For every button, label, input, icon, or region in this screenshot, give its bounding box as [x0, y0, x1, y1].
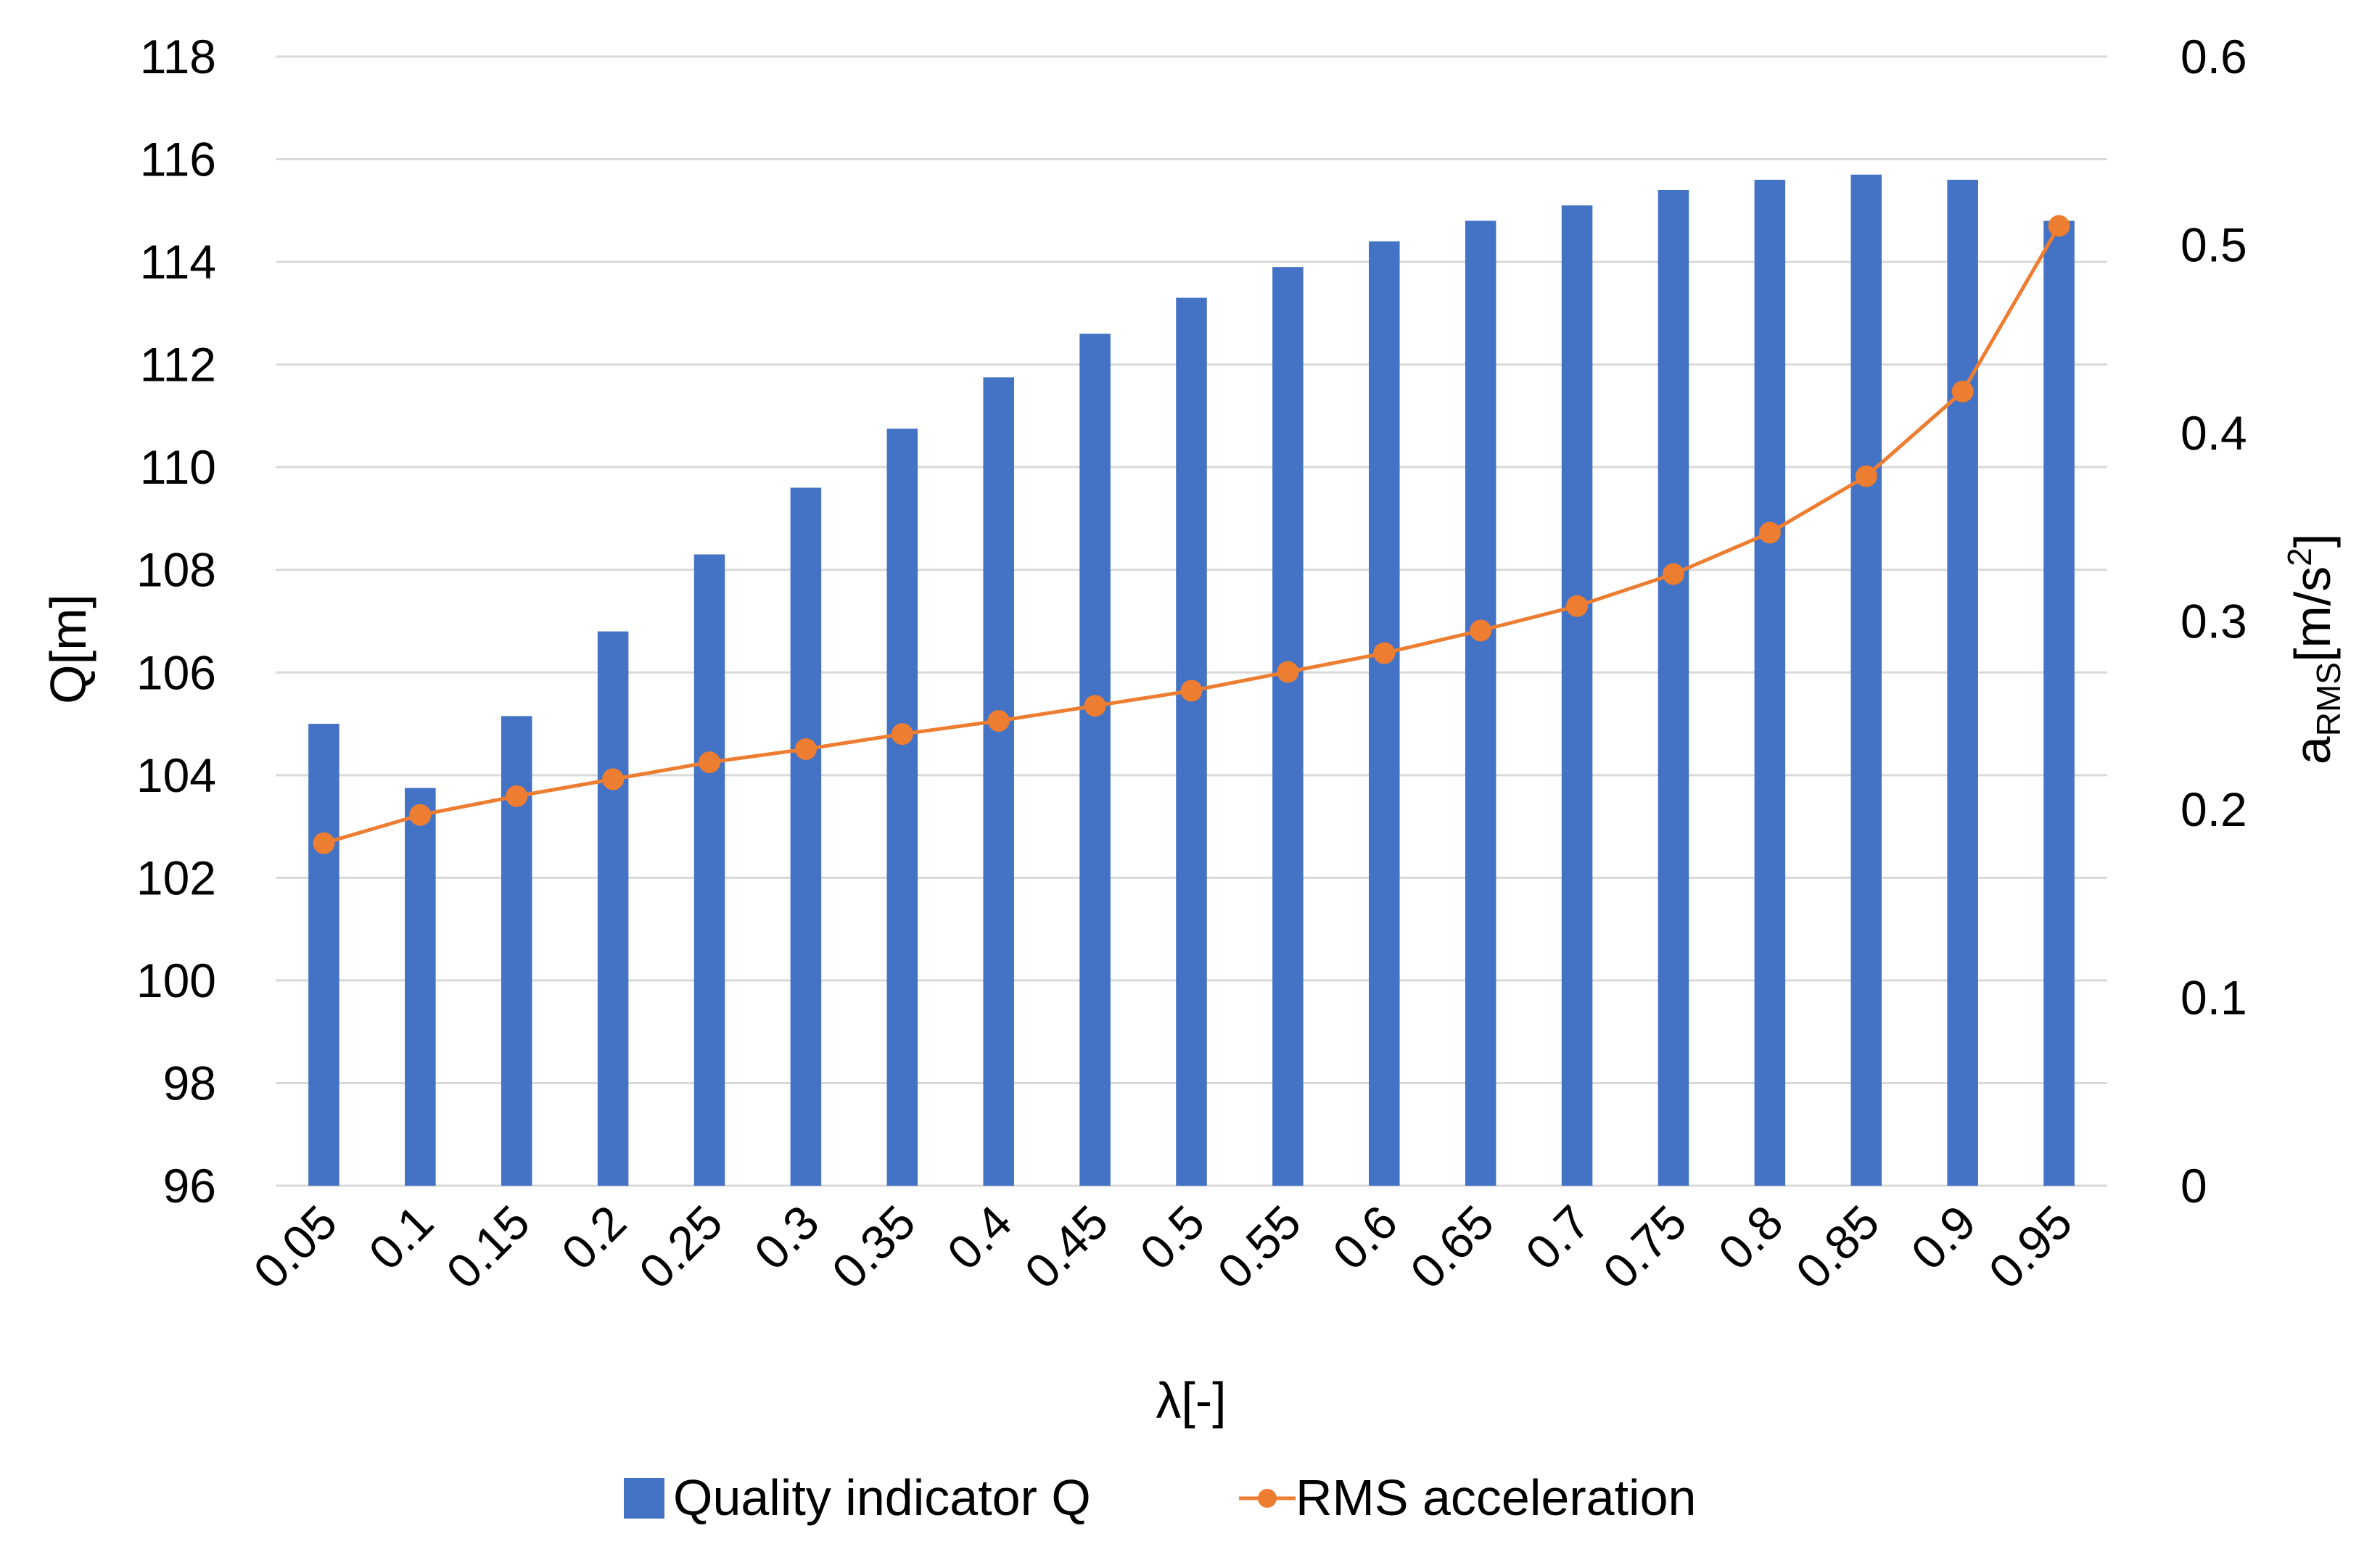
y-tick-label: 100 — [136, 954, 216, 1007]
x-tick-label: 0.6 — [1322, 1195, 1407, 1280]
y2-tick-label: 0.4 — [2181, 406, 2247, 460]
legend-swatch-bar — [624, 1478, 664, 1519]
bar-0.2 — [597, 631, 629, 1186]
x-tick-label: 0.25 — [629, 1195, 733, 1299]
bar-0.35 — [886, 429, 918, 1186]
rms-point-0.1 — [409, 804, 432, 826]
bar-0.05 — [308, 724, 339, 1186]
bar-0.55 — [1272, 267, 1304, 1186]
y-tick-label: 104 — [136, 748, 216, 802]
rms-point-0.3 — [794, 738, 817, 760]
line-series — [313, 215, 2070, 854]
rms-point-0.95 — [2048, 215, 2070, 237]
rms-point-0.4 — [987, 710, 1010, 732]
x-tick-label: 0.9 — [1901, 1195, 1985, 1280]
bar-0.75 — [1658, 190, 1689, 1186]
y-tick-label: 102 — [136, 851, 216, 904]
bar-series — [308, 174, 2075, 1186]
x-tick-label: 0.1 — [358, 1195, 443, 1280]
x-tick-label: 0.15 — [436, 1195, 540, 1299]
y-axis-left: 96 98 100 102 104 106 108 110 112 114 116 118 — [136, 30, 216, 1213]
x-tick-label: 0.3 — [744, 1195, 829, 1280]
bar-0.4 — [983, 377, 1014, 1186]
x-tick-label: 0.05 — [243, 1195, 347, 1299]
rms-point-0.35 — [891, 723, 913, 746]
x-tick-label: 0.5 — [1129, 1195, 1214, 1280]
y2-title-close: ] — [2284, 534, 2341, 548]
y-tick-label: 106 — [136, 645, 216, 699]
y2-tick-label: 0.2 — [2181, 782, 2247, 836]
rms-point-0.05 — [313, 832, 335, 854]
y-axis-title: Q[m] — [40, 594, 96, 704]
x-tick-label: 0.95 — [1978, 1195, 2082, 1299]
rms-point-0.85 — [1855, 465, 1877, 487]
bar-0.95 — [2043, 220, 2075, 1186]
bar-0.85 — [1850, 174, 1882, 1186]
y-tick-label: 112 — [140, 338, 216, 392]
x-tick-label: 0.8 — [1708, 1195, 1793, 1280]
bar-0.8 — [1754, 179, 1786, 1186]
y-tick-label: 118 — [140, 30, 216, 83]
rms-point-0.5 — [1180, 680, 1203, 702]
x-tick-label: 0.35 — [822, 1195, 926, 1299]
x-tick-label: 0.2 — [551, 1195, 636, 1280]
bar-0.45 — [1079, 334, 1111, 1186]
y2-tick-label: 0 — [2181, 1159, 2207, 1213]
rms-point-0.9 — [1951, 380, 1974, 402]
x-axis: 0.05 0.10.15 0.20.25 0.30.35 0.40.45 0.50.55 0… — [243, 1195, 2082, 1299]
rms-point-0.8 — [1758, 521, 1781, 544]
legend-swatch-marker — [1258, 1489, 1277, 1508]
y-tick-label: 98 — [163, 1056, 216, 1110]
legend-label-line: RMS acceleration — [1296, 1469, 1696, 1526]
x-tick-label: 0.85 — [1785, 1195, 1889, 1299]
y2-tick-label: 0.5 — [2181, 218, 2247, 272]
y2-axis-title: aRMS[m/s2] — [2281, 534, 2347, 764]
y-tick-label: 110 — [140, 440, 216, 494]
rms-point-0.25 — [699, 751, 721, 774]
rms-point-0.7 — [1566, 595, 1589, 617]
bar-0.9 — [1947, 179, 1978, 1186]
y2-tick-label: 0.1 — [2181, 971, 2247, 1025]
y2-tick-label: 0.3 — [2181, 595, 2247, 648]
bar-0.65 — [1465, 220, 1496, 1186]
rms-point-0.65 — [1470, 619, 1492, 642]
bar-0.7 — [1561, 205, 1593, 1186]
bar-0.5 — [1176, 297, 1207, 1186]
y2-title-sub: RMS — [2310, 662, 2347, 736]
rms-point-0.15 — [506, 785, 528, 807]
legend: Quality indicator Q RMS acceleration — [624, 1469, 1696, 1526]
y2-tick-label: 0.6 — [2181, 30, 2247, 83]
bar-0.3 — [790, 487, 822, 1186]
y-tick-label: 96 — [163, 1159, 216, 1213]
x-tick-label: 0.45 — [1014, 1195, 1118, 1299]
rms-point-0.75 — [1662, 563, 1684, 585]
y-tick-label: 116 — [140, 133, 216, 186]
rms-point-0.45 — [1084, 695, 1106, 717]
y-tick-label: 114 — [140, 235, 216, 289]
x-tick-label: 0.65 — [1400, 1195, 1504, 1299]
x-tick-label: 0.55 — [1207, 1195, 1311, 1299]
y2-title-sup: 2 — [2281, 548, 2318, 566]
bar-0.25 — [693, 554, 725, 1186]
x-tick-label: 0.4 — [936, 1195, 1021, 1280]
y-axis-right: 0 0.1 0.2 0.3 0.4 0.5 0.6 — [2181, 30, 2247, 1213]
bar-0.1 — [405, 788, 436, 1186]
x-axis-title: λ[-] — [1156, 1372, 1226, 1429]
y2-title-unit: [m/s — [2284, 566, 2341, 662]
x-tick-label: 0.7 — [1515, 1195, 1600, 1280]
x-tick-label: 0.75 — [1593, 1195, 1697, 1299]
bar-0.6 — [1369, 241, 1400, 1186]
legend-label-bar: Quality indicator Q — [673, 1469, 1091, 1526]
rms-point-0.55 — [1277, 661, 1299, 683]
y2-title-main: a — [2284, 736, 2341, 764]
rms-point-0.2 — [602, 768, 625, 790]
y-tick-label: 108 — [136, 543, 216, 597]
rms-point-0.6 — [1373, 642, 1396, 664]
